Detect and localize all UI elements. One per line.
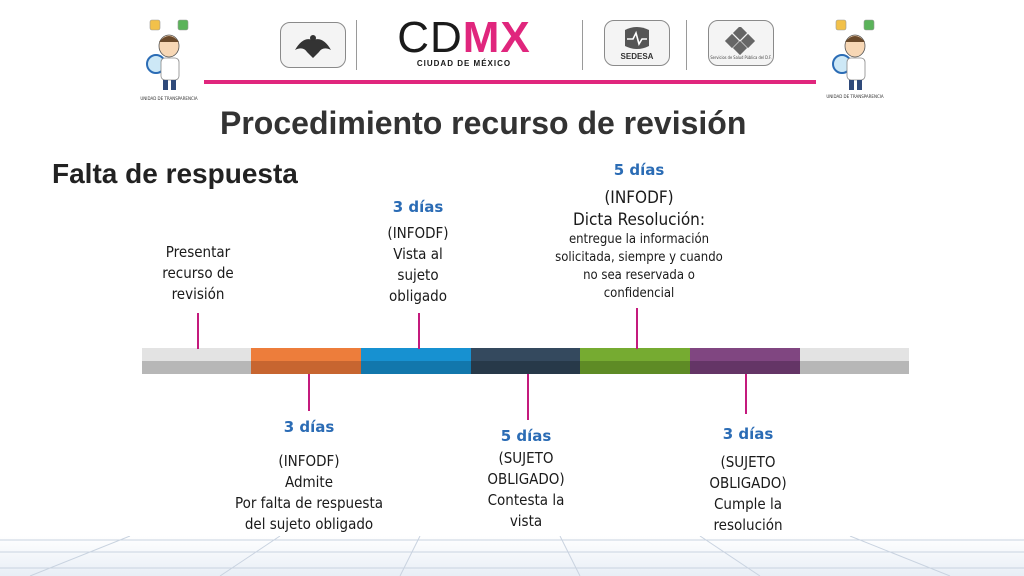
- mascot-right-icon: [822, 14, 888, 106]
- tick-step-4: [527, 374, 529, 420]
- header-divider-2: [582, 20, 583, 70]
- step-contesta-days: 5 días: [500, 427, 552, 445]
- timeline-segment-purple: [690, 348, 800, 374]
- diamond-cluster-icon: [724, 26, 756, 55]
- sedesa-logo: SEDESA: [604, 20, 670, 66]
- brand-subtitle: CIUDAD DE MÉXICO: [416, 59, 512, 68]
- timeline-segment-orange: [251, 348, 361, 374]
- timeline-segment-blue: [361, 348, 471, 374]
- unidad-caption-right: UNIDAD DE TRANSPARENCIA: [826, 94, 884, 99]
- header: UNIDAD DE TRANSPARENCIA CDMX CIUDAD DE M…: [0, 0, 1024, 102]
- step-vista: (INFODF) Vista al sujeto obligado: [387, 224, 449, 305]
- page-title: Procedimiento recurso de revisión: [220, 105, 747, 141]
- tick-step-3: [418, 313, 420, 349]
- cdmx-logo: CDMX: [366, 16, 562, 60]
- step-cumple-days: 3 días: [722, 425, 774, 443]
- eagle-icon: [295, 35, 331, 58]
- tick-step-2: [308, 374, 310, 411]
- step-resolucion: (INFODF) Dicta Resolución: entregue la i…: [555, 188, 723, 301]
- brand-mx: MX: [462, 13, 531, 62]
- salud-caption: Servicios de Salud Pública del D.F.: [710, 54, 772, 60]
- tick-step-5: [636, 308, 638, 349]
- timeline-bar: [142, 348, 909, 374]
- timeline-segment-end: [800, 348, 909, 374]
- gov-eagle-logo: [280, 22, 346, 68]
- step-admite-days: 3 días: [283, 418, 335, 436]
- step-cumple: (SUJETO OBLIGADO) Cumple la resolución: [709, 453, 787, 534]
- salud-publica-logo: Servicios de Salud Pública del D.F.: [708, 20, 774, 66]
- sedesa-label: SEDESA: [620, 51, 654, 61]
- heartbeat-icon: [625, 26, 649, 49]
- tick-step-1: [197, 313, 199, 349]
- timeline-segment-green: [580, 348, 690, 374]
- timeline-segment-navy: [471, 348, 580, 374]
- mascot-left-icon: [136, 14, 202, 106]
- header-accent-line: [204, 80, 816, 84]
- header-divider-1: [356, 20, 357, 70]
- step-vista-days: 3 días: [392, 198, 444, 216]
- unidad-caption-left: UNIDAD DE TRANSPARENCIA: [140, 96, 198, 101]
- step-resolucion-days: 5 días: [613, 161, 665, 179]
- brand-cd: CD: [397, 13, 463, 62]
- section-subtitle: Falta de respuesta: [52, 158, 298, 189]
- step-contesta: (SUJETO OBLIGADO) Contesta la vista: [487, 449, 565, 530]
- timeline-segment-start: [142, 348, 251, 374]
- tick-step-6: [745, 374, 747, 414]
- perspective-floor: [0, 536, 1024, 576]
- step-admite: (INFODF) Admite Por falta de respuesta d…: [234, 452, 384, 533]
- header-divider-3: [686, 20, 687, 70]
- step-presentar: Presentar recurso de revisión: [162, 243, 234, 303]
